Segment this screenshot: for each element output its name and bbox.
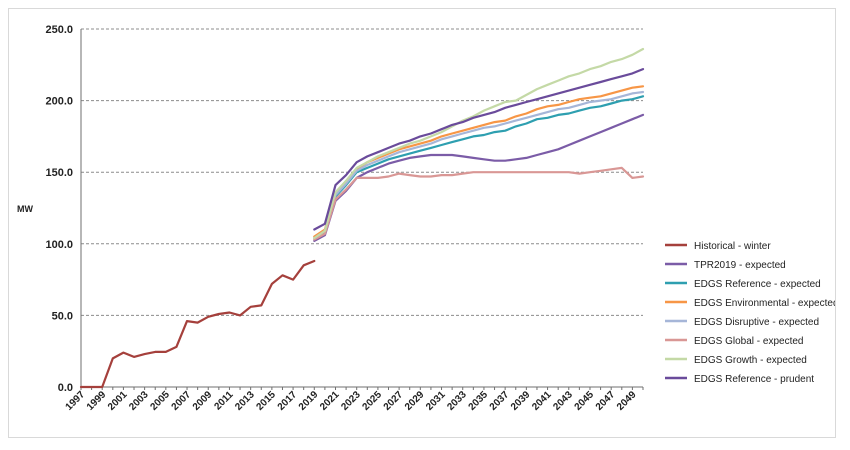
x-tick-label: 2013 <box>233 389 257 413</box>
x-tick-label: 2039 <box>509 389 533 413</box>
chart-frame: 0.0 50.0 100.0 150.0 200.0 250.0 1997 1999 2001… <box>8 8 836 438</box>
y-tick-label: 0.0 <box>58 382 73 394</box>
x-tick-label: 2033 <box>445 389 469 413</box>
y-tick-label: 50.0 <box>52 310 73 322</box>
series-lines <box>79 47 645 389</box>
x-tick-label: 2035 <box>467 389 491 413</box>
x-tick-label: 2017 <box>276 389 300 413</box>
legend-label: EDGS Reference - expected <box>694 279 821 290</box>
x-axis-ticks: 1997199920012003200520072009201120132015… <box>64 387 644 413</box>
x-tick-label: 2009 <box>191 389 215 413</box>
x-tick-label: 2043 <box>551 389 575 413</box>
legend-label: TPR2019 - expected <box>694 260 786 271</box>
y-axis-ticks: 0.0 50.0 100.0 150.0 200.0 250.0 <box>45 24 73 394</box>
x-tick-label: 1999 <box>85 389 109 413</box>
x-tick-label: 2011 <box>212 389 235 412</box>
x-tick-label: 2005 <box>148 389 172 413</box>
y-tick-label: 150.0 <box>45 167 73 179</box>
legend: Historical - winter TPR2019 - expected EDG… <box>665 241 835 385</box>
legend-label: EDGS Global - expected <box>694 336 804 347</box>
x-tick-label: 2003 <box>127 389 151 413</box>
series-line-2 <box>313 113 645 242</box>
y-tick-label: 250.0 <box>45 24 73 36</box>
x-tick-label: 2021 <box>318 389 342 413</box>
series-line-7 <box>313 47 645 240</box>
series-line-5 <box>313 90 645 240</box>
legend-label: Historical - winter <box>694 241 771 252</box>
series-line-8 <box>313 67 645 231</box>
series-line-1 <box>79 259 316 389</box>
x-tick-label: 2047 <box>594 389 618 413</box>
legend-label: EDGS Environmental - expected <box>694 298 835 309</box>
x-tick-label: 2027 <box>382 389 406 413</box>
x-tick-label: 2025 <box>361 389 385 413</box>
gridlines <box>81 28 643 316</box>
y-tick-label: 100.0 <box>45 239 73 251</box>
legend-label: EDGS Growth - expected <box>694 355 807 366</box>
line-chart: 0.0 50.0 100.0 150.0 200.0 250.0 199719992001… <box>17 24 835 413</box>
x-tick-label: 2001 <box>106 389 130 413</box>
x-tick-label: 2041 <box>530 389 554 413</box>
y-tick-label: 200.0 <box>45 96 73 108</box>
series-line-4 <box>313 85 645 238</box>
x-tick-label: 2045 <box>573 389 597 413</box>
legend-label: EDGS Disruptive - expected <box>694 317 819 328</box>
legend-label: EDGS Reference - prudent <box>694 374 814 385</box>
x-tick-label: 2019 <box>297 389 321 413</box>
series-line-6 <box>313 166 645 241</box>
x-tick-label: 2007 <box>170 389 194 413</box>
x-tick-label: 2029 <box>403 389 427 413</box>
x-tick-label: 2049 <box>615 389 639 413</box>
x-tick-label: 2015 <box>254 389 278 413</box>
x-tick-label: 2031 <box>424 389 448 413</box>
series-line-3 <box>313 95 645 240</box>
x-tick-label: 2023 <box>339 389 363 413</box>
axes <box>80 29 643 388</box>
y-axis-title: MW <box>17 204 33 214</box>
x-tick-label: 2037 <box>488 389 512 413</box>
